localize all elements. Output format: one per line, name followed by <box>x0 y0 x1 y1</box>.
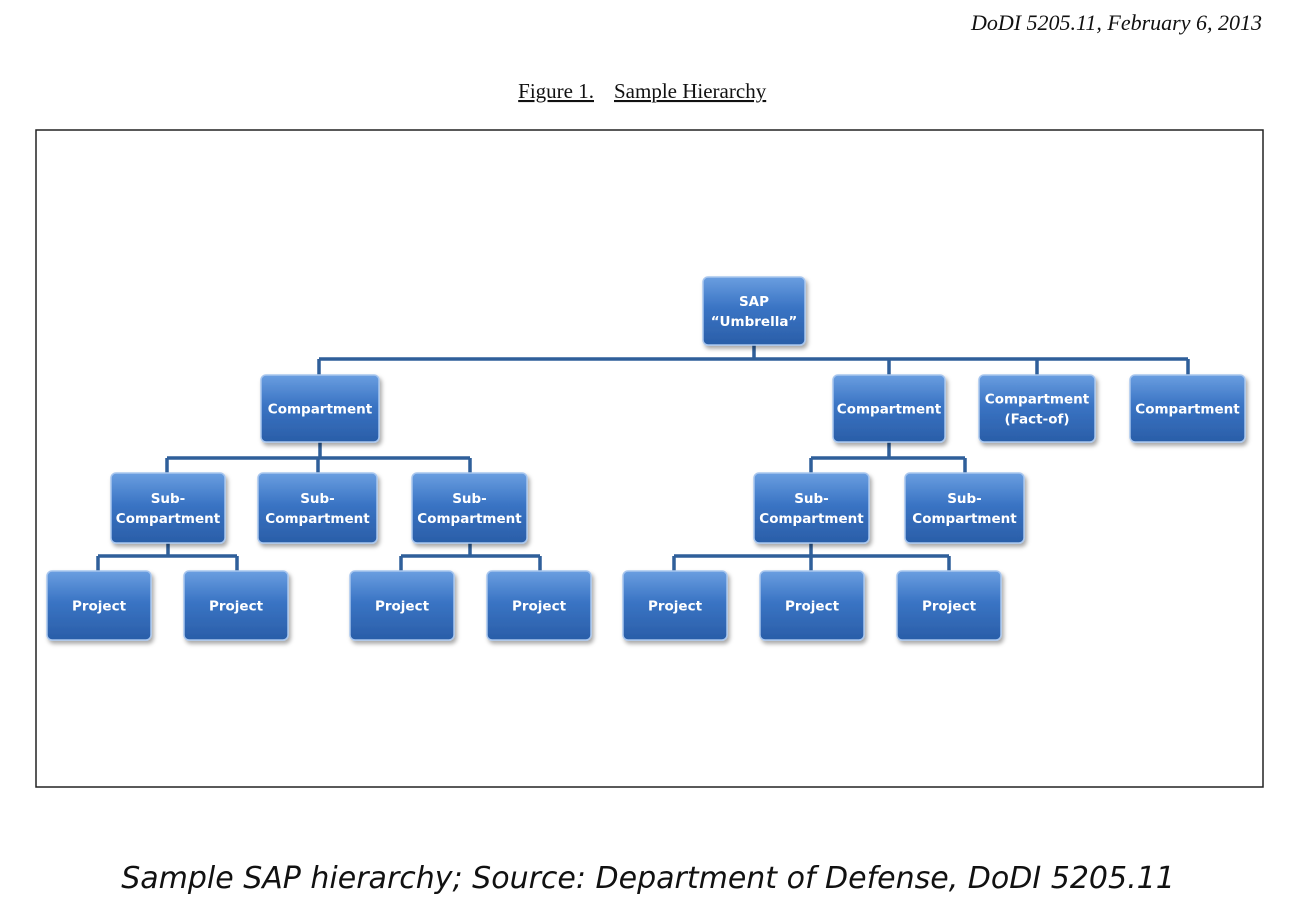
node-label: Compartment <box>985 392 1090 408</box>
node-label: Project <box>72 599 127 615</box>
figure-title: Sample Hierarchy <box>614 79 767 103</box>
node-label: Compartment <box>1135 402 1240 418</box>
nodes: SAP“Umbrella”Compartment CompartmentCompa… <box>46 276 1246 641</box>
node-label: Compartment <box>268 402 373 418</box>
node-label: SAP <box>739 294 769 310</box>
caption: Sample SAP hierarchy; Source: Department… <box>121 861 1175 896</box>
node-label: Project <box>209 599 264 615</box>
node-box <box>832 374 946 443</box>
node: Project <box>183 570 289 641</box>
node-label: Sub- <box>452 491 487 507</box>
node: Project <box>349 570 455 641</box>
node-box <box>702 276 806 346</box>
node-label: Compartment <box>837 402 942 418</box>
node-label: Project <box>512 599 567 615</box>
node-label: Sub- <box>794 491 829 507</box>
node: Compartment <box>1129 374 1246 443</box>
node: Project <box>46 570 152 641</box>
connectors <box>96 345 1190 571</box>
node-label: Project <box>922 599 977 615</box>
node: Sub- Compartment <box>904 472 1025 544</box>
node-box <box>486 570 592 641</box>
node-label: “Umbrella” <box>711 314 798 330</box>
node-label: (Fact-of) <box>1004 412 1069 428</box>
node: Sub- Compartment <box>110 472 226 544</box>
node-label: Sub- <box>947 491 982 507</box>
node-box <box>411 472 528 544</box>
node-box <box>978 374 1096 443</box>
node-box <box>349 570 455 641</box>
node-box <box>110 472 226 544</box>
node-box <box>896 570 1002 641</box>
node: Project <box>622 570 728 641</box>
node: Sub- Compartment <box>753 472 870 544</box>
node: Project <box>896 570 1002 641</box>
node-label: Project <box>648 599 703 615</box>
node-box <box>46 570 152 641</box>
node-box <box>904 472 1025 544</box>
node: Sub- Compartment <box>257 472 378 544</box>
node-box <box>622 570 728 641</box>
figure-frame <box>35 129 1264 788</box>
node-label: Compartment <box>265 511 370 527</box>
node: Sub- Compartment <box>411 472 528 544</box>
document-header: DoDI 5205.11, February 6, 2013 <box>970 10 1262 35</box>
node: Compartment <box>832 374 946 443</box>
node-label: Compartment <box>116 511 221 527</box>
node-label: Sub- <box>151 491 186 507</box>
node-label: Project <box>785 599 840 615</box>
node-box <box>257 472 378 544</box>
node-label: Project <box>375 599 430 615</box>
node-label: Compartment <box>759 511 864 527</box>
node: Compartment (Fact-of) <box>978 374 1096 443</box>
node-box <box>753 472 870 544</box>
node-box <box>260 374 380 443</box>
node-box <box>1129 374 1246 443</box>
node: Compartment <box>260 374 380 443</box>
node: Project <box>486 570 592 641</box>
node-label: Sub- <box>300 491 335 507</box>
node-box <box>759 570 865 641</box>
node: SAP “Umbrella” <box>702 276 806 346</box>
node: Project <box>759 570 865 641</box>
node-label: Compartment <box>912 511 1017 527</box>
figure-number: Figure 1. <box>518 79 594 103</box>
node-box <box>183 570 289 641</box>
node-label: Compartment <box>417 511 522 527</box>
